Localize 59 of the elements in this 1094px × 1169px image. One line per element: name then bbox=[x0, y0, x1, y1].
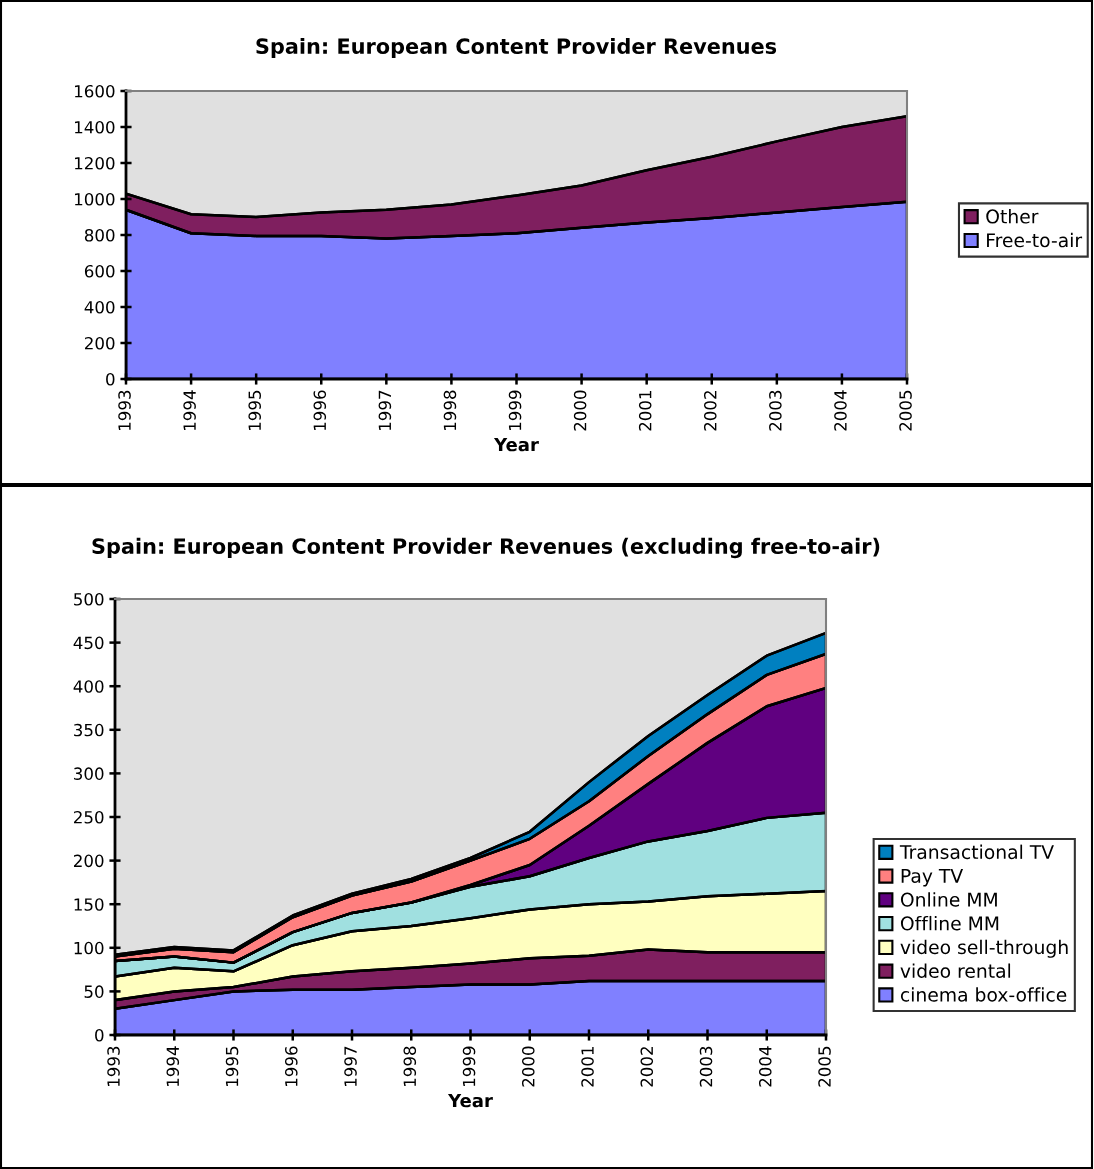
x-tick-label: 1996 bbox=[284, 1046, 298, 1086]
y-tick-label: 150 bbox=[74, 898, 104, 911]
x-tick-label: 1998 bbox=[403, 1046, 417, 1086]
y-tick-label: 500 bbox=[74, 592, 104, 606]
x-tick-label: 2004 bbox=[834, 390, 847, 431]
x-tick-label: 1999 bbox=[508, 390, 522, 430]
x-tick-label: 1995 bbox=[225, 1046, 239, 1086]
y-tick-label: 400 bbox=[84, 300, 115, 314]
x-tick-label: 2002 bbox=[703, 391, 717, 431]
x-tick-label: 2005 bbox=[899, 390, 912, 431]
y-tick-label: 50 bbox=[84, 985, 104, 998]
x-tick-label: 2002 bbox=[640, 1047, 654, 1087]
y-tick-label: 300 bbox=[74, 767, 104, 780]
legend-label: cinema box-office bbox=[900, 987, 1067, 1002]
y-tick-label: 350 bbox=[74, 723, 104, 737]
y-tick-label: 800 bbox=[84, 228, 115, 242]
x-tick-label: 2003 bbox=[699, 1046, 713, 1087]
x-tick-label: 1999 bbox=[462, 1046, 476, 1086]
y-tick-label: 1600 bbox=[75, 84, 115, 98]
x-tick-label: 2001 bbox=[581, 1046, 594, 1087]
legend-label: Pay TV bbox=[901, 868, 964, 887]
x-tick-label: 2000 bbox=[573, 390, 587, 431]
y-tick-label: 400 bbox=[73, 680, 104, 693]
x-tick-label: 2005 bbox=[818, 1046, 831, 1087]
y-tick-label: 200 bbox=[73, 854, 104, 868]
x-tick-label: 1994 bbox=[183, 390, 196, 430]
y-tick-label: 0 bbox=[95, 1028, 104, 1042]
x-tick-label: 2000 bbox=[521, 1046, 535, 1087]
y-tick-label: 200 bbox=[84, 336, 115, 350]
x-tick-label: 1993 bbox=[118, 390, 131, 430]
y-tick-label: 0 bbox=[106, 372, 115, 386]
y-tick-label: 100 bbox=[74, 941, 104, 955]
x-axis-title: Year bbox=[447, 1093, 493, 1108]
legend-label: Free-to-air bbox=[987, 232, 1083, 248]
legend-label: video rental bbox=[900, 963, 1011, 978]
legend-label: Online MM bbox=[900, 892, 997, 907]
y-tick-label: 250 bbox=[73, 810, 104, 824]
chart-title: Spain: European Content Provider Revenues (excluding free-to-air) bbox=[92, 537, 880, 559]
y-tick-label: 1000 bbox=[75, 192, 115, 206]
legend-label: Other bbox=[986, 209, 1039, 224]
x-tick-label: 1998 bbox=[443, 390, 457, 430]
x-tick-label: 2004 bbox=[758, 1046, 772, 1087]
x-tick-label: 1996 bbox=[313, 390, 327, 430]
chart-title: Spain: European Content Provider Revenues bbox=[256, 37, 777, 59]
legend-label: Offline MM bbox=[900, 915, 999, 931]
y-tick-label: 450 bbox=[73, 636, 104, 650]
legend-label: Transactional TV bbox=[899, 844, 1054, 860]
x-tick-label: 1997 bbox=[378, 390, 392, 430]
x-tick-label: 1997 bbox=[344, 1046, 357, 1086]
y-tick-label: 1400 bbox=[75, 120, 115, 134]
y-tick-label: 1200 bbox=[75, 156, 115, 170]
x-tick-label: 2003 bbox=[769, 390, 782, 431]
x-tick-label: 1993 bbox=[107, 1046, 120, 1086]
x-tick-label: 2001 bbox=[638, 390, 652, 431]
x-tick-label: 1994 bbox=[166, 1046, 180, 1086]
y-tick-label: 600 bbox=[84, 264, 115, 278]
x-tick-label: 1995 bbox=[248, 390, 261, 430]
legend-label: video sell-through bbox=[900, 939, 1068, 958]
x-axis-title: Year bbox=[493, 437, 539, 452]
